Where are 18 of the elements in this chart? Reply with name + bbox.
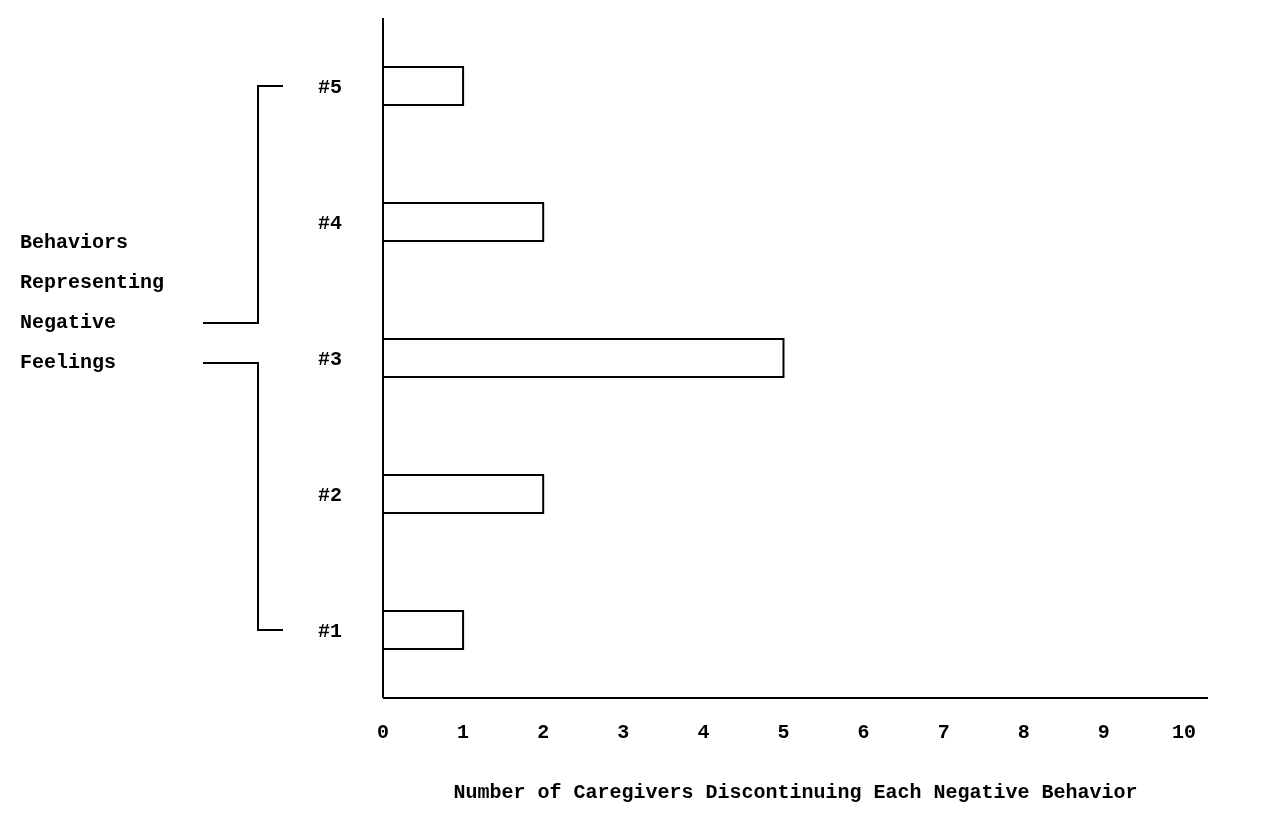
x-axis-title: Number of Caregivers Discontinuing Each Negative Behavior [453, 781, 1138, 804]
x-tick-label: 2 [537, 721, 550, 745]
x-tick-label: 10 [1171, 721, 1196, 745]
x-tick-label: 5 [777, 721, 790, 745]
x-tick-label: 4 [697, 721, 710, 745]
y-tick-label: #3 [317, 348, 342, 372]
x-tick-label: 6 [857, 721, 870, 745]
y-tick-label: #4 [317, 212, 342, 236]
x-tick-label: 3 [617, 721, 630, 745]
y-tick-label: #5 [317, 76, 342, 100]
x-tick-label: 9 [1097, 721, 1110, 745]
y-tick-label: #2 [317, 484, 342, 508]
y-tick-label: #1 [317, 620, 342, 644]
x-tick-label: 7 [937, 721, 950, 745]
text: Behaviors Representing Negative Feelings [20, 231, 165, 375]
x-tick-label: 8 [1017, 721, 1030, 745]
x-tick-label: 1 [457, 721, 470, 745]
x-tick-label: 0 [376, 721, 390, 745]
